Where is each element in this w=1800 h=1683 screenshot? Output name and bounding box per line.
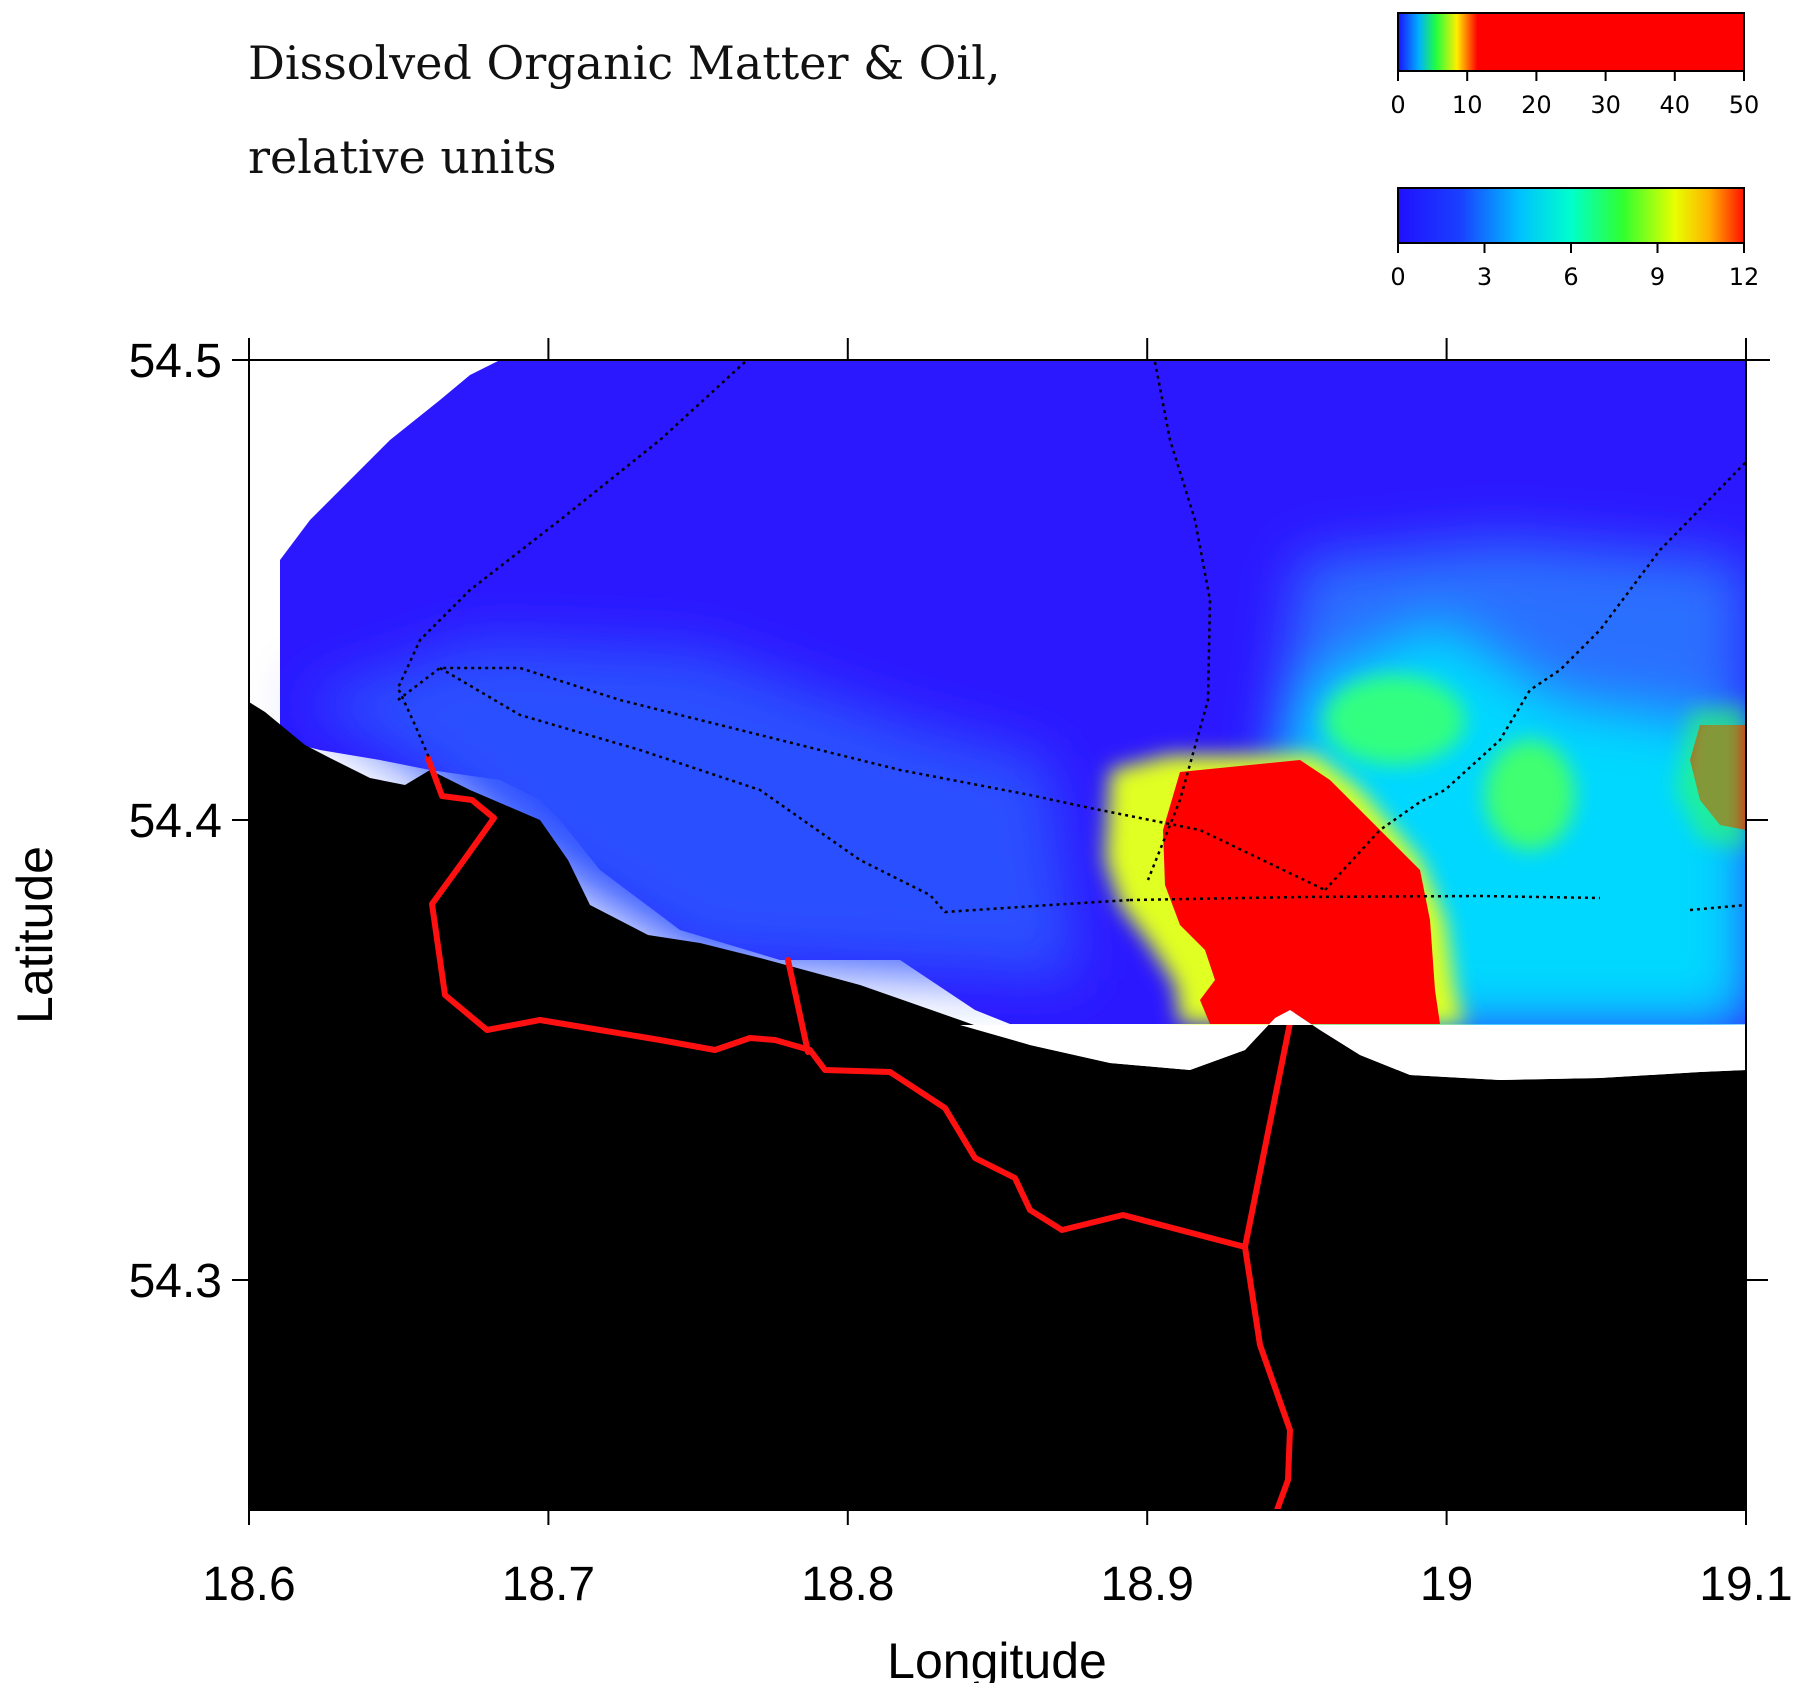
x-tick-label: 18.7 [502,1558,595,1611]
y-tick-label: 54.5 [129,335,222,388]
x-tick-label: 18.6 [202,1558,295,1611]
colorbar-bottom-tick-label: 0 [1390,263,1405,291]
y-axis: 54.5 54.4 54.3 [129,335,1768,1308]
colorbar-top-gradient [1397,12,1745,72]
colorbar-bottom-tick-label: 3 [1477,263,1492,291]
x-tick-label: 19 [1420,1558,1473,1611]
ship-track [1689,903,1746,912]
colorbar-top-tick-label: 50 [1729,91,1760,119]
ship-track [397,666,1326,892]
y-tick-label: 54.4 [129,795,222,848]
x-axis-label: Longitude [887,1633,1107,1683]
water-field-green-edge [1675,705,1746,850]
colorbar-bottom-gradient [1397,187,1745,244]
colorbar-top-tick-label: 20 [1521,91,1552,119]
water-field-green-patch [1485,740,1575,850]
colorbar-bottom-tick-label: 9 [1650,263,1665,291]
y-tick-label: 54.3 [129,1255,222,1308]
ship-track [439,666,1131,914]
road-west [425,755,1248,1250]
land-mass [249,702,1746,1510]
x-tick-label: 18.8 [801,1558,894,1611]
water-field-green-patch [1325,675,1465,765]
map-plot-area [249,360,1746,1510]
colorbar-top-tick-label: 10 [1452,91,1483,119]
colorbar-top: 0 10 20 30 40 50 [1390,12,1760,119]
ship-track [1324,461,1746,891]
colorbar-bottom: 0 3 6 9 12 [1390,187,1760,291]
ship-track [1129,894,1601,902]
road-south [1242,1010,1295,1510]
roads [425,755,1295,1510]
colorbar-bottom-tick-label: 6 [1563,263,1578,291]
colorbar-top-tick-label: 40 [1660,91,1691,119]
road-branch [785,957,811,1055]
ship-track [1146,361,1212,881]
y-axis-label: Latitude [7,846,63,1024]
no-data-band [960,1010,1746,1080]
map-title-line-2: relative units [248,130,557,184]
colorbar-bottom-tick-label: 12 [1729,263,1760,291]
water-field-red-core [1163,760,1440,1024]
x-tick-label: 19.1 [1699,1558,1792,1611]
x-axis: 18.6 18.7 18.8 18.9 19 19.1 [202,338,1793,1611]
water-field-light-blue [300,640,1080,980]
ship-tracks [396,361,1746,914]
ship-track [396,361,746,761]
map-title-line-1: Dissolved Organic Matter & Oil, [248,36,1001,90]
x-tick-label: 18.9 [1100,1558,1193,1611]
colorbar-top-tick-label: 0 [1390,91,1405,119]
colorbar-top-tick-label: 30 [1590,91,1621,119]
